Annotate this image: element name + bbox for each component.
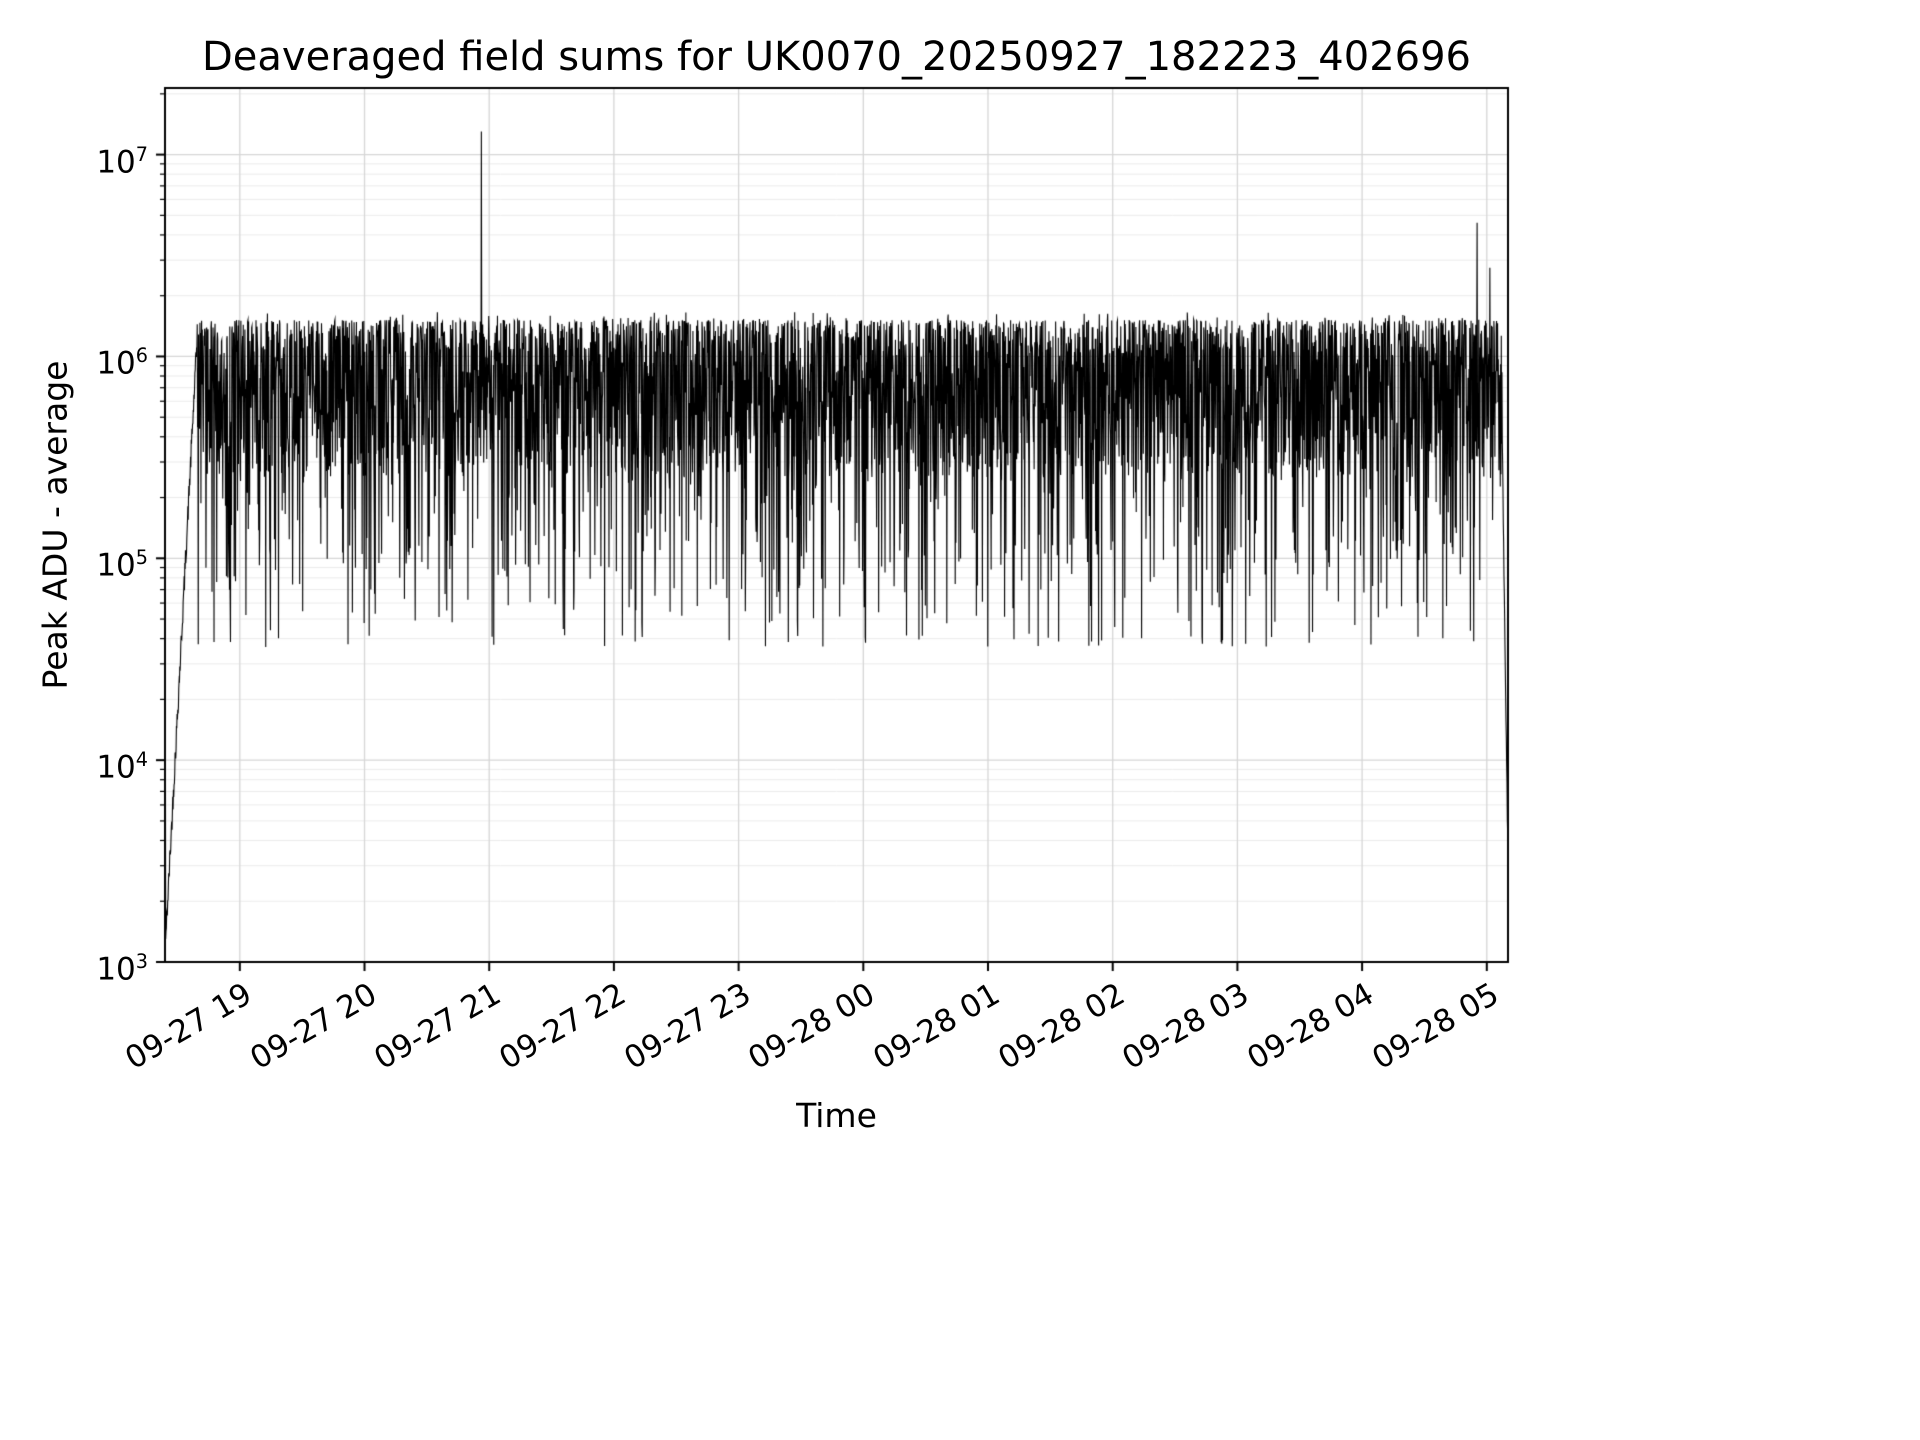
x-axis-label: Time	[796, 1096, 877, 1135]
y-tick-label: 106	[96, 344, 148, 382]
y-tick-label: 103	[96, 950, 148, 988]
chart-title: Deaveraged field sums for UK0070_2025092…	[201, 34, 1471, 80]
y-tick-label: 105	[96, 546, 148, 584]
y-tick-label: 104	[96, 748, 148, 786]
y-tick-label: 107	[96, 142, 148, 180]
y-axis-label: Peak ADU - average	[35, 360, 75, 690]
